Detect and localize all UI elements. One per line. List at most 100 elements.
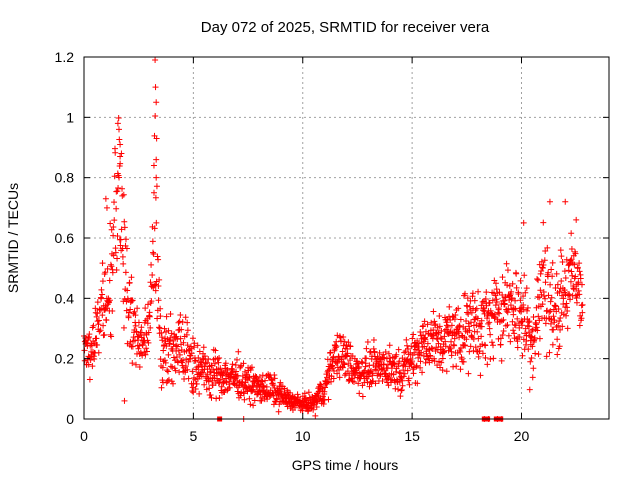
data-point xyxy=(268,376,275,383)
data-point xyxy=(401,370,408,377)
data-point xyxy=(542,320,549,327)
data-point xyxy=(151,225,158,232)
data-point xyxy=(473,305,480,312)
data-point xyxy=(399,382,406,389)
data-point xyxy=(447,317,454,324)
data-point xyxy=(579,309,586,316)
data-point xyxy=(430,308,437,315)
data-point xyxy=(121,224,128,231)
data-point xyxy=(356,363,363,370)
data-point xyxy=(505,305,512,312)
data-point xyxy=(437,343,444,350)
data-point xyxy=(125,314,132,321)
data-point xyxy=(432,321,439,328)
data-point xyxy=(136,363,143,370)
data-point xyxy=(319,397,326,404)
data-point xyxy=(404,342,411,349)
data-point xyxy=(510,311,517,318)
data-point xyxy=(545,292,552,299)
data-point xyxy=(474,328,481,335)
data-point xyxy=(327,349,334,356)
data-point xyxy=(570,285,577,292)
data-point xyxy=(546,349,553,356)
data-point xyxy=(520,293,527,300)
data-point xyxy=(410,370,417,377)
data-point xyxy=(413,363,420,370)
data-point xyxy=(345,339,352,346)
data-point xyxy=(531,334,538,341)
data-point xyxy=(318,383,325,390)
data-point xyxy=(478,323,485,330)
data-point xyxy=(95,317,102,324)
data-point xyxy=(478,317,485,324)
data-point xyxy=(332,344,339,351)
chart-title: Day 072 of 2025, SRMTID for receiver ver… xyxy=(201,19,490,36)
data-point xyxy=(162,329,169,336)
data-point xyxy=(135,337,142,344)
data-point xyxy=(98,295,105,302)
data-point xyxy=(143,348,150,355)
data-point xyxy=(339,364,346,371)
data-point xyxy=(486,319,493,326)
data-point xyxy=(501,301,508,308)
data-point xyxy=(149,238,156,245)
data-point xyxy=(549,259,556,266)
data-point xyxy=(556,288,563,295)
data-point xyxy=(173,342,180,349)
data-point xyxy=(535,277,542,284)
data-point xyxy=(471,297,478,304)
data-point xyxy=(499,331,506,338)
data-point xyxy=(546,309,553,316)
data-point xyxy=(340,333,347,340)
data-point xyxy=(554,336,561,343)
data-point xyxy=(563,256,570,263)
data-point xyxy=(220,369,227,376)
data-point xyxy=(136,342,143,349)
data-point xyxy=(457,316,464,323)
data-point xyxy=(493,286,500,293)
data-point xyxy=(479,350,486,357)
data-point xyxy=(336,374,343,381)
data-point xyxy=(133,328,140,335)
data-point xyxy=(467,319,474,326)
data-point xyxy=(152,287,159,294)
data-point xyxy=(417,364,424,371)
data-point xyxy=(138,324,145,331)
data-point xyxy=(162,359,169,366)
data-point xyxy=(550,326,557,333)
data-point xyxy=(135,319,142,326)
data-point xyxy=(146,313,153,320)
data-point xyxy=(194,364,201,371)
data-point xyxy=(510,327,517,334)
data-point xyxy=(226,384,233,391)
data-point xyxy=(329,365,336,372)
data-point xyxy=(417,328,424,335)
data-point xyxy=(497,341,504,348)
data-point xyxy=(518,318,525,325)
data-point xyxy=(163,343,170,350)
data-point xyxy=(349,378,356,385)
data-point xyxy=(463,302,470,309)
data-point xyxy=(347,357,354,364)
data-point xyxy=(270,382,277,389)
data-point xyxy=(421,335,428,342)
data-point xyxy=(547,320,554,327)
data-point xyxy=(153,183,160,190)
data-point xyxy=(262,377,269,384)
data-point xyxy=(443,368,450,375)
data-point xyxy=(442,338,449,345)
data-point xyxy=(507,338,514,345)
data-point xyxy=(386,342,393,349)
data-point xyxy=(535,351,542,358)
data-point xyxy=(561,268,568,275)
data-point xyxy=(465,370,472,377)
data-point xyxy=(218,383,225,390)
data-point xyxy=(372,380,379,387)
data-point xyxy=(240,360,247,367)
data-point xyxy=(141,349,148,356)
data-point xyxy=(250,383,257,390)
data-point xyxy=(321,388,328,395)
data-point xyxy=(205,378,212,385)
data-point xyxy=(464,295,471,302)
data-point xyxy=(183,331,190,338)
